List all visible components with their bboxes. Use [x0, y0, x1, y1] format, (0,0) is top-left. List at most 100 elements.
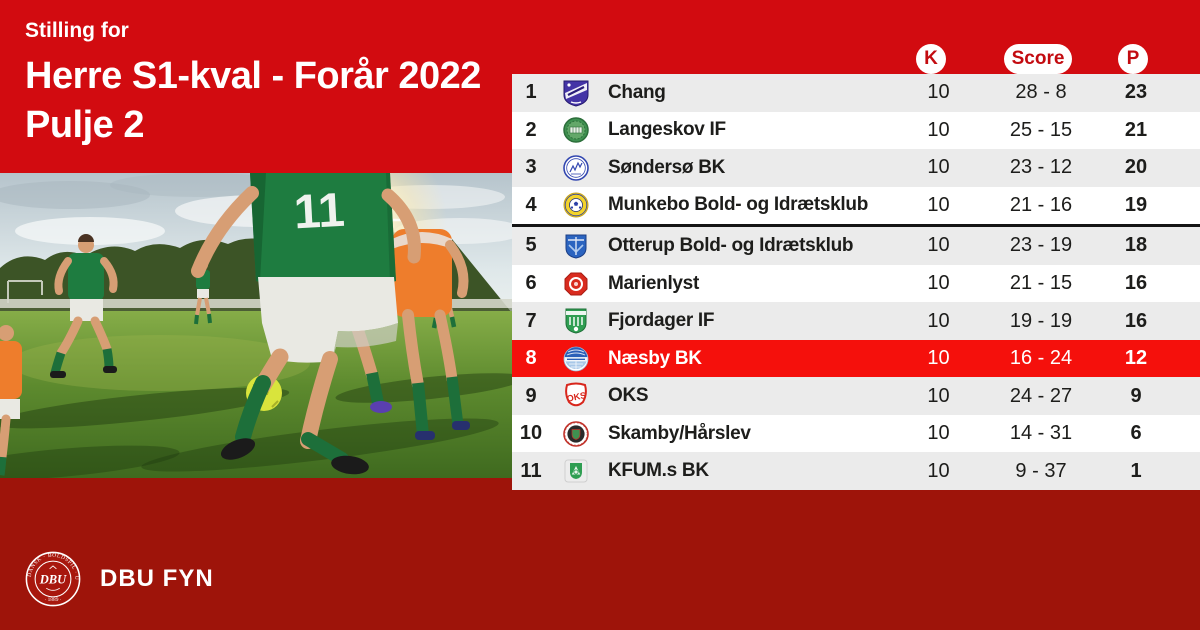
- football-photo-illustration: 11: [0, 173, 512, 478]
- matches-played: 10: [927, 156, 950, 179]
- matches-played: 10: [927, 309, 950, 332]
- player-figure-orange: [392, 229, 470, 440]
- matches-played: 10: [927, 459, 950, 482]
- points: 16: [1124, 309, 1148, 332]
- goal-score: 23 - 12: [1009, 156, 1073, 179]
- table-row: 2 Langeskov IF 10 25 - 15 21: [512, 111, 1200, 150]
- goal-score: 23 - 19: [1009, 234, 1073, 257]
- matches-played: 10: [927, 81, 950, 104]
- points: 1: [1130, 459, 1142, 482]
- points: 20: [1124, 156, 1148, 179]
- club-name: KFUM.s BK: [608, 460, 709, 482]
- position-rank: 7: [525, 309, 537, 332]
- club-logo-sondersoe: [560, 152, 592, 184]
- club-logo-marienlyst: [560, 268, 592, 300]
- page-title: Herre S1-kval - Forår 2022: [25, 55, 481, 97]
- table-row-highlighted: 8 Næsby BK 10 16 - 24 12: [512, 339, 1200, 378]
- club-logo-chang: [560, 77, 592, 109]
- column-label-score: Score: [1011, 48, 1065, 69]
- club-logo-munkebo: [560, 189, 592, 221]
- points: 19: [1124, 193, 1148, 216]
- column-badge-score: Score: [1004, 44, 1072, 74]
- goal-score: 25 - 15: [1009, 118, 1073, 141]
- club-logo-otterup: [560, 230, 592, 262]
- matches-played: 10: [927, 272, 950, 294]
- pool-subtitle: Pulje 2: [25, 104, 144, 146]
- goal-score: 21 - 15: [1009, 272, 1073, 294]
- position-rank: 6: [525, 272, 537, 294]
- club-logo-naesby: [560, 343, 592, 375]
- player-figure-left: [50, 234, 118, 378]
- footer-band: [0, 478, 1200, 630]
- jersey-number: 11: [293, 184, 346, 240]
- club-name: Fjordager IF: [608, 310, 715, 332]
- svg-text:OKS: OKS: [566, 390, 587, 404]
- table-row: 9 OKS OKS 10 24 - 27 9: [512, 377, 1200, 415]
- club-name: Marienlyst: [608, 272, 699, 294]
- position-rank: 11: [520, 459, 542, 482]
- club-name: Skamby/Hårslev: [608, 422, 751, 444]
- table-row: 10 Skamby/Hårslev 10 14 - 31 6: [512, 414, 1200, 453]
- points: 18: [1124, 234, 1148, 257]
- standings-table: 1 Chang 10 28 - 8 23 2 Langeskov IF 10 2…: [512, 74, 1200, 491]
- table-row: 1 Chang 10 28 - 8 23: [512, 74, 1200, 112]
- club-name: Munkebo Bold- og Idrætsklub: [608, 194, 868, 216]
- matches-played: 10: [927, 193, 950, 216]
- position-rank: 8: [525, 347, 537, 370]
- header: Stilling for Herre S1-kval - Forår 2022 …: [25, 18, 481, 150]
- club-logo-langeskov: [560, 114, 592, 146]
- matches-played: 10: [927, 422, 950, 445]
- player-figure-far-left: [0, 325, 22, 476]
- points: 12: [1124, 347, 1148, 370]
- footer-brand: DANSK · BOLDSPIL · UNION · 1889 · DBU DB…: [24, 550, 214, 608]
- eyebrow-label: Stilling for: [25, 19, 129, 42]
- matches-played: 10: [927, 384, 950, 407]
- club-logo-kfum: [560, 455, 592, 487]
- column-label-p: P: [1126, 48, 1140, 69]
- club-name: Næsby BK: [608, 347, 702, 369]
- position-rank: 4: [525, 193, 537, 216]
- goal-score: 24 - 27: [1009, 384, 1073, 407]
- stadium-boards: [0, 299, 512, 308]
- club-name: Chang: [608, 81, 666, 103]
- points: 23: [1124, 81, 1148, 104]
- points: 21: [1124, 118, 1148, 141]
- table-row: 6 Marienlyst 10 21 - 15 16: [512, 264, 1200, 303]
- matches-played: 10: [927, 347, 950, 370]
- column-badge-k: K: [916, 44, 946, 74]
- player-figure-main: 11: [191, 173, 421, 475]
- table-row: 5 Otterup Bold- og Idrætsklub 10 23 - 19…: [512, 227, 1200, 265]
- points: 6: [1130, 422, 1142, 445]
- position-rank: 9: [525, 384, 537, 407]
- position-rank: 5: [525, 234, 537, 257]
- club-logo-fjordager: [560, 305, 592, 337]
- club-logo-skamby-haarslev: [560, 418, 592, 450]
- goal-score: 9 - 37: [1015, 459, 1067, 482]
- football-photo: 11: [0, 173, 512, 478]
- goal-score: 16 - 24: [1009, 347, 1073, 370]
- club-name: Langeskov IF: [608, 119, 726, 141]
- goal-score: 28 - 8: [1015, 81, 1067, 104]
- position-rank: 1: [525, 81, 537, 104]
- goal-score: 14 - 31: [1009, 422, 1073, 445]
- svg-text:DBU: DBU: [39, 572, 67, 586]
- table-row: 11 KFUM.s BK 10 9 - 37 1: [512, 452, 1200, 491]
- dbu-seal-logo: DANSK · BOLDSPIL · UNION · 1889 · DBU: [24, 550, 81, 607]
- position-rank: 3: [525, 156, 537, 179]
- points: 16: [1124, 272, 1148, 294]
- svg-text:· 1889 ·: · 1889 ·: [44, 597, 61, 603]
- table-row: 3 Søndersø BK 10 23 - 12 20: [512, 149, 1200, 187]
- points: 9: [1130, 384, 1142, 407]
- column-label-k: K: [924, 48, 938, 69]
- goal-score: 21 - 16: [1009, 193, 1073, 216]
- club-name: OKS: [608, 385, 649, 407]
- position-rank: 10: [519, 422, 543, 445]
- club-name: Søndersø BK: [608, 156, 726, 178]
- club-logo-oks: OKS: [560, 380, 592, 412]
- goal-score: 19 - 19: [1009, 309, 1073, 332]
- table-row: 7 Fjordager IF 10 19 - 19 16: [512, 302, 1200, 340]
- matches-played: 10: [927, 234, 950, 257]
- brand-name: DBU FYN: [100, 565, 214, 592]
- position-rank: 2: [525, 118, 537, 141]
